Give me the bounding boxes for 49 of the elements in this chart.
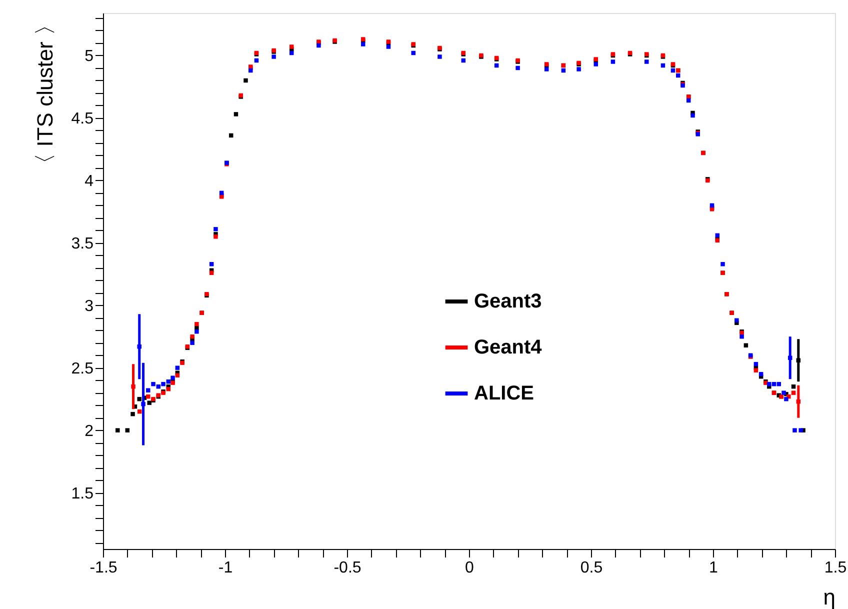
x-tick-label: 1.5 (824, 560, 847, 576)
point (644, 60, 649, 64)
y-tick-label: 5 (84, 48, 94, 65)
point (544, 67, 549, 72)
point (175, 366, 180, 370)
x-tick-label: -1 (218, 560, 233, 576)
x-axis-title: η (823, 584, 836, 609)
point (214, 227, 218, 232)
point (360, 42, 366, 46)
point (190, 340, 194, 345)
point (151, 382, 156, 386)
y-axis-title: 〈 ITS cluster 〉 (32, 14, 58, 175)
x-tick-label: -0.5 (334, 560, 362, 576)
point (720, 262, 725, 266)
point (316, 43, 321, 48)
point (740, 334, 744, 339)
point (386, 44, 391, 49)
point (734, 318, 739, 322)
point (576, 67, 581, 72)
point (784, 396, 788, 402)
point (594, 62, 598, 66)
y-tick-label: 3.5 (71, 235, 94, 252)
legend-label: ALICE (474, 382, 534, 404)
point (792, 428, 797, 432)
point (782, 390, 786, 395)
point (272, 54, 276, 59)
legend-label: Geant3 (474, 290, 542, 312)
point (411, 50, 416, 56)
point (798, 428, 803, 432)
x-tick-label: -1.5 (90, 560, 118, 576)
point (209, 262, 214, 266)
point (146, 388, 150, 392)
point (690, 113, 695, 118)
legend-label: Geant4 (474, 336, 543, 358)
x-tick-label: 0.5 (580, 560, 603, 576)
point (438, 54, 442, 59)
y-tick-label: 4 (84, 172, 94, 190)
y-tick-label: 1.5 (71, 485, 94, 502)
y-tick-label: 3 (84, 298, 94, 315)
y-tick-label: 2.5 (71, 360, 94, 378)
point (516, 66, 520, 70)
y-tick-label: 2 (84, 422, 94, 440)
point (161, 382, 166, 386)
x-tick-label: 1 (709, 560, 718, 576)
point (194, 329, 199, 334)
point (170, 376, 175, 380)
point (610, 60, 616, 64)
x-tick-label: 0 (465, 560, 474, 576)
y-tick-label: 4.5 (71, 110, 94, 128)
